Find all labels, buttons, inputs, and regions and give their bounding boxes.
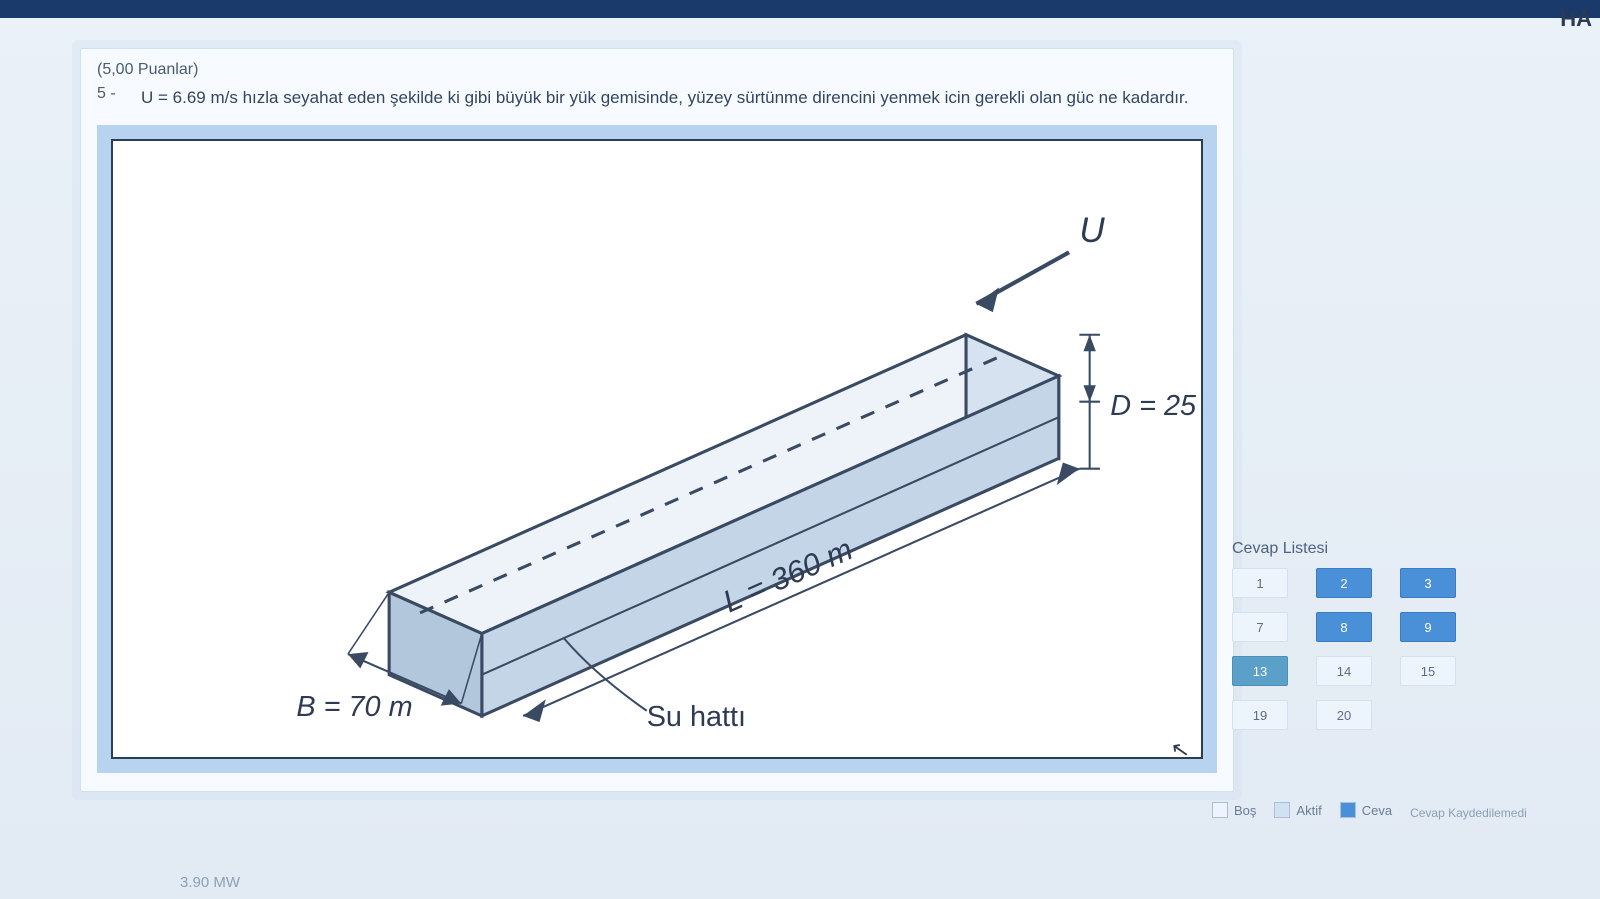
answer-cell[interactable]: 1 [1232, 568, 1288, 598]
legend-aktif: Aktif [1274, 802, 1321, 818]
question-row: 5 - U = 6.69 m/s hızla seyahat eden şeki… [97, 85, 1217, 111]
answer-cell[interactable]: 8 [1316, 612, 1372, 642]
answer-list-panel: Cevap Listesi 1 2 3 7 8 9 13 14 15 19 20 [1232, 540, 1592, 730]
answer-cell[interactable]: 13 [1232, 656, 1288, 686]
answer-cell[interactable]: 19 [1232, 700, 1288, 730]
legend-aktif-label: Aktif [1296, 803, 1321, 818]
answer-cell[interactable]: 2 [1316, 568, 1372, 598]
page-root: HA (5,00 Puanlar) 5 - U = 6.69 m/s hızla… [0, 0, 1600, 899]
answer-grid: 1 2 3 7 8 9 13 14 15 19 20 [1232, 568, 1592, 730]
u-label: U [1079, 211, 1105, 250]
d-arrow-top [1083, 334, 1095, 350]
swatch-cevap [1340, 802, 1356, 818]
figure-frame: U D = 25 m L = 360 m [97, 125, 1217, 773]
l-arrow-right [1057, 462, 1080, 485]
legend-bos-label: Boş [1234, 803, 1256, 818]
window-top-bar [0, 0, 1600, 18]
d-label: D = 25 m [1110, 390, 1203, 422]
points-label: (5,00 Puanlar) [97, 61, 1217, 79]
answer-cell[interactable]: 3 [1400, 568, 1456, 598]
l-arrow-left [523, 699, 546, 722]
water-label: Su hattı [647, 701, 746, 733]
legend-cevap: Ceva [1340, 802, 1392, 818]
answer-list-title: Cevap Listesi [1232, 540, 1592, 558]
visible-answer-option[interactable]: 3.90 MW [180, 874, 240, 891]
b-ext-1 [348, 592, 389, 654]
b-label: B = 70 m [296, 690, 412, 722]
legend-cevap-label: Ceva [1362, 803, 1392, 818]
answer-cell[interactable]: 14 [1316, 656, 1372, 686]
answer-cell[interactable]: 7 [1232, 612, 1288, 642]
question-number: 5 - [97, 85, 141, 111]
corner-label: HA [1560, 6, 1592, 32]
answer-cell[interactable]: 15 [1400, 656, 1456, 686]
ship-diagram: U D = 25 m L = 360 m [111, 139, 1203, 757]
question-text: U = 6.69 m/s hızla seyahat eden şekilde … [141, 85, 1217, 111]
answer-cell[interactable]: 20 [1316, 700, 1372, 730]
question-card: (5,00 Puanlar) 5 - U = 6.69 m/s hızla se… [80, 48, 1234, 792]
saved-note: Cevap Kaydedilemedi [1410, 806, 1527, 820]
d-arrow-mid-up [1083, 385, 1095, 401]
answer-cell[interactable]: 9 [1400, 612, 1456, 642]
swatch-aktif [1274, 802, 1290, 818]
legend-row: Boş Aktif Ceva Cevap Kaydedilemedi [1212, 800, 1592, 820]
legend-bos: Boş [1212, 802, 1256, 818]
b-arrow-left [348, 652, 369, 668]
swatch-bos [1212, 802, 1228, 818]
